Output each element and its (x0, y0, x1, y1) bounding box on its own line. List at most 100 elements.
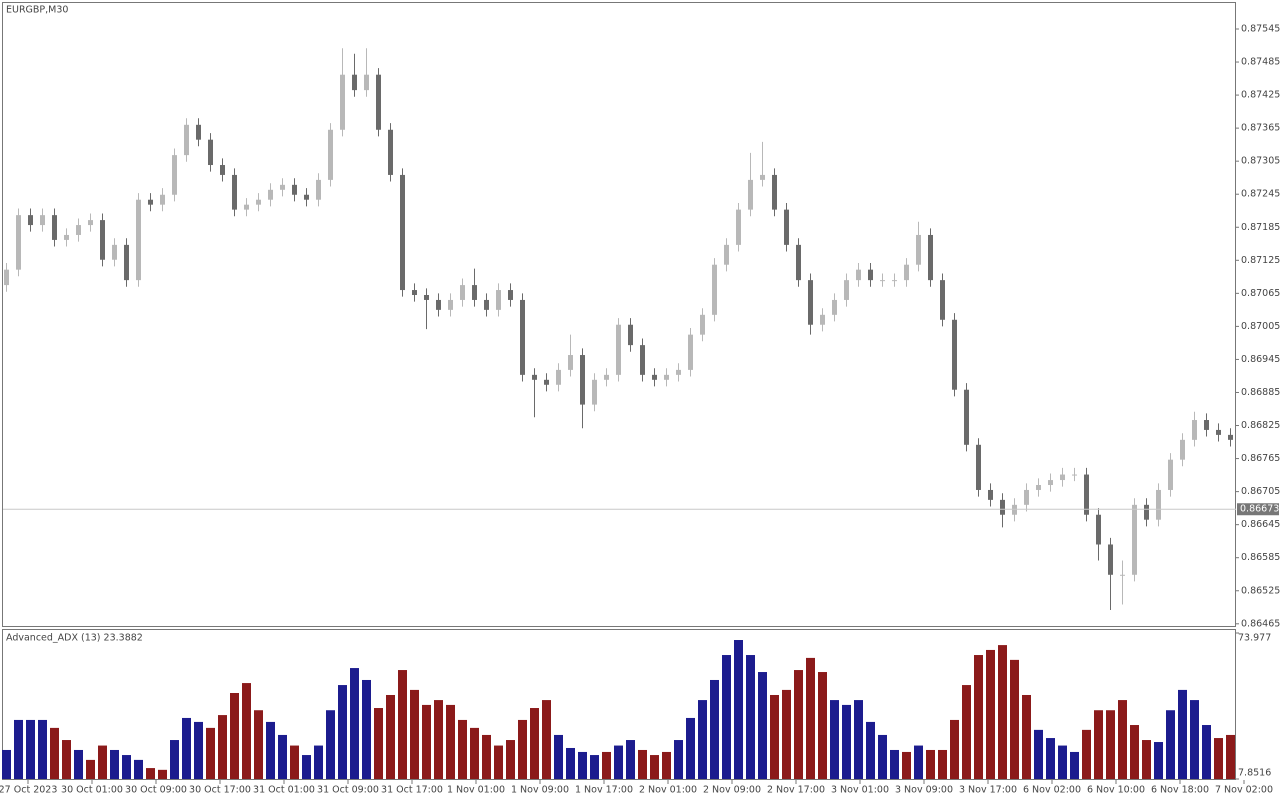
histogram-bar (806, 657, 815, 779)
x-tick-label: 30 Oct 17:00 (189, 785, 251, 796)
histogram-bar (74, 749, 83, 779)
candle-body (808, 280, 813, 325)
histogram-bar (1106, 710, 1115, 779)
histogram-bar (1034, 729, 1043, 779)
y-tick-label: 0.86525 (1241, 585, 1280, 596)
histogram-bar (194, 721, 203, 779)
candle-body (628, 324, 633, 346)
x-tick-label: 6 Nov 10:00 (1087, 785, 1145, 796)
candle-body (736, 209, 741, 245)
histogram-bar (1046, 738, 1055, 779)
histogram-bar (374, 708, 383, 779)
histogram-bar (158, 769, 167, 779)
x-tick-label: 31 Oct 09:00 (317, 785, 379, 796)
candle-body (376, 74, 381, 130)
candle-body (100, 220, 105, 260)
histogram-bar (110, 749, 119, 779)
x-tick-label: 31 Oct 17:00 (381, 785, 443, 796)
candle-body (400, 174, 405, 291)
histogram-bar (1082, 729, 1091, 779)
candle-body (424, 294, 429, 300)
candle-body (1000, 499, 1005, 515)
candle-body (1216, 429, 1221, 435)
x-tick-label: 2 Nov 17:00 (767, 785, 825, 796)
histogram-bar (566, 747, 575, 779)
x-tick-label: 3 Nov 01:00 (831, 785, 889, 796)
x-tick-label: 2 Nov 09:00 (703, 785, 761, 796)
candle-body (328, 129, 333, 180)
candle-body (556, 369, 561, 385)
candle-body (472, 285, 477, 300)
candle-body (1084, 474, 1089, 515)
histogram-bar (386, 694, 395, 779)
candle-body (868, 269, 873, 281)
price-label: 0.86673 (1240, 504, 1279, 515)
histogram-bar (674, 740, 683, 779)
histogram-bar (926, 749, 935, 779)
histogram-bar (626, 740, 635, 779)
y-tick-label: 0.86765 (1241, 453, 1280, 464)
x-tick-label: 6 Nov 02:00 (1023, 785, 1081, 796)
histogram-bar (1190, 700, 1199, 779)
histogram-bar (278, 734, 287, 779)
histogram-bar (830, 700, 839, 779)
histogram-bar (266, 721, 275, 779)
histogram-bar (338, 685, 347, 779)
y-tick-label: 0.87485 (1241, 57, 1280, 68)
candle-body (4, 269, 9, 286)
histogram-bar (1166, 710, 1175, 779)
candle-body (748, 179, 753, 210)
candle-body (76, 225, 81, 235)
candle-body (1132, 504, 1137, 575)
y-tick-label: 0.86465 (1241, 618, 1280, 629)
x-tick-label: 1 Nov 01:00 (447, 785, 505, 796)
histogram-bar (1118, 700, 1127, 779)
histogram-bar (26, 719, 35, 779)
candle-body (280, 184, 285, 190)
histogram-bar (122, 755, 131, 779)
candle-body (220, 165, 225, 175)
candle-body (316, 179, 321, 200)
candle-body (484, 299, 489, 310)
histogram-bar (350, 668, 359, 779)
chart-title: EURGBP,M30 (6, 5, 68, 16)
histogram-bar (1178, 689, 1187, 779)
candle-body (340, 74, 345, 130)
histogram-bar (470, 727, 479, 779)
indicator-title: Advanced_ADX (13) 23.3882 (6, 633, 143, 644)
candle-body (580, 355, 585, 405)
candle-body (148, 199, 153, 205)
histogram-bar (1058, 745, 1067, 779)
histogram-bar (962, 685, 971, 779)
histogram-bar (770, 694, 779, 779)
histogram-bar (326, 710, 335, 779)
histogram-bar (1094, 710, 1103, 779)
histogram-bar (590, 755, 599, 779)
y-tick-label: 0.86885 (1241, 387, 1280, 398)
candle-body (952, 319, 957, 390)
histogram-bar (1130, 725, 1139, 779)
histogram-bar (950, 719, 959, 779)
x-tick-label: 3 Nov 09:00 (895, 785, 953, 796)
candle-body (112, 244, 117, 260)
candle-body (700, 314, 705, 335)
histogram-bar (134, 759, 143, 779)
histogram-bar (422, 704, 431, 779)
candle-body (904, 264, 909, 281)
x-tick-label: 1 Nov 17:00 (575, 785, 633, 796)
candle-body (640, 345, 645, 375)
x-tick-label: 3 Nov 17:00 (959, 785, 1017, 796)
candle-body (16, 215, 21, 270)
candle-body (532, 374, 537, 380)
candle-body (1204, 420, 1209, 430)
candle-body (412, 290, 417, 295)
histogram-bar (242, 683, 251, 779)
candle-body (388, 129, 393, 175)
histogram-bar (98, 745, 107, 779)
histogram-bar (290, 745, 299, 779)
candle-body (172, 155, 177, 195)
y-tick-label: 0.87305 (1241, 156, 1280, 167)
candle-body (940, 280, 945, 320)
histogram-bar (170, 740, 179, 779)
